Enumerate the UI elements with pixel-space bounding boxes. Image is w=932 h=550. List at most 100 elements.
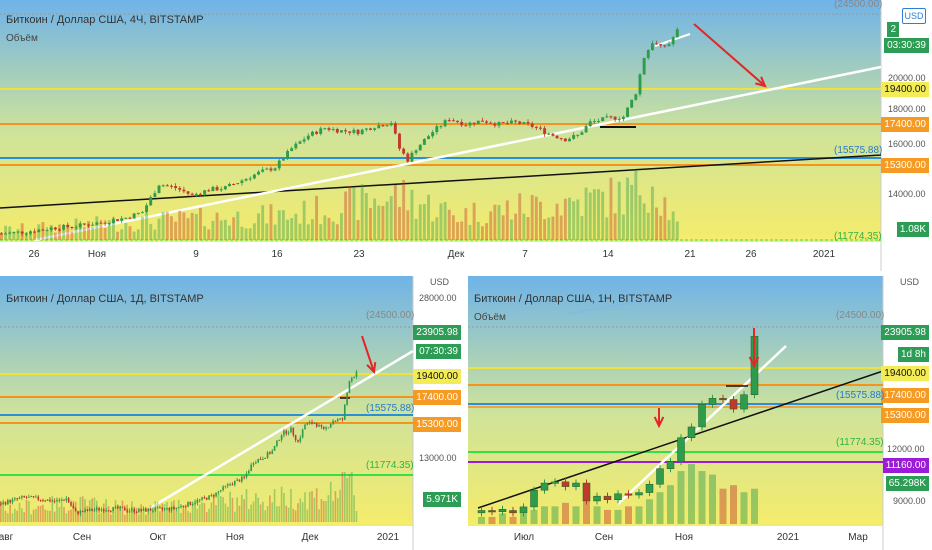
candle-body [124, 217, 128, 219]
chart-1d-title: Биткоин / Доллар США, 1Д, BITSTAMP [6, 293, 204, 305]
chart-4h-canvas[interactable] [0, 0, 932, 271]
volume-bar [111, 217, 115, 240]
volume-bar [257, 497, 260, 522]
candle-body [277, 160, 281, 169]
candle-body [215, 492, 217, 497]
level-label-15575: (15575.88) [834, 145, 883, 156]
candle-body [339, 418, 341, 420]
y-tick: 18000.00 [888, 104, 926, 114]
volume-bar [236, 211, 240, 240]
volume-bar [364, 193, 368, 240]
candle-body [70, 227, 74, 229]
chart-1w-title: Биткоин / Доллар США, 1Н, BITSTAMP [474, 293, 673, 305]
candle-body [332, 420, 334, 425]
chart-1d-canvas[interactable] [0, 276, 464, 550]
candle-body [519, 506, 528, 514]
candle-body [285, 430, 288, 434]
volume-bar [170, 216, 173, 240]
candle-body [322, 426, 325, 429]
x-tick: Ноя [674, 532, 694, 543]
candle-body [530, 489, 538, 508]
chart-1w[interactable]: Биткоин / Доллар США, 1Н, BITSTAMP Объём… [468, 276, 932, 550]
volume-bar [572, 506, 580, 524]
candle-body [543, 128, 547, 134]
volume-bar [443, 202, 447, 240]
candle-body [561, 481, 570, 487]
candle-body [269, 452, 271, 454]
volume-bar [163, 504, 166, 522]
volume-bar [613, 213, 617, 240]
volume-bar [157, 218, 161, 240]
candle-body [667, 44, 671, 47]
candle-body [126, 510, 128, 512]
volume-bar [120, 229, 124, 240]
volume-bar [2, 504, 4, 522]
candle-body [12, 231, 16, 233]
candle-body [4, 502, 7, 505]
volume-bar [730, 485, 737, 524]
candle-body [46, 499, 49, 501]
volume-bar [286, 219, 289, 240]
volume-bar [37, 506, 40, 522]
candle-body [182, 505, 185, 507]
volume-bar [21, 508, 23, 522]
candle-body [614, 493, 622, 500]
candle-body [271, 450, 274, 454]
volume-bar [290, 488, 292, 522]
volume-bar [147, 513, 150, 522]
volume-bar [156, 501, 159, 522]
volume-bar [77, 511, 79, 522]
volume-bar [70, 509, 72, 522]
x-tick: авг [0, 532, 14, 543]
volume-bar [280, 486, 283, 522]
volume-bar [509, 516, 517, 524]
volume-bar [107, 506, 110, 522]
volume-bar [259, 504, 262, 522]
chart-1d[interactable]: Биткоин / Доллар США, 1Д, BITSTAMP USD 2… [0, 276, 464, 550]
volume-bar [248, 228, 252, 240]
volume-bar [464, 208, 468, 240]
candle-body [4, 233, 8, 235]
candle-body [14, 498, 16, 500]
x-tick: 2021 [776, 532, 800, 543]
candle-body [292, 427, 295, 436]
volume-bar [271, 502, 274, 522]
candle-body [327, 427, 330, 429]
currency-label-1w: USD [900, 277, 920, 287]
volume-bar [81, 496, 84, 522]
volume-bar [634, 170, 638, 240]
candle-body [190, 193, 194, 195]
candle-body [650, 43, 654, 51]
candle-body [78, 223, 82, 228]
volume-bar [350, 472, 353, 522]
volume-bar [667, 485, 674, 524]
candle-body [356, 129, 360, 135]
candle-body [261, 169, 265, 172]
candle-body [456, 120, 459, 123]
candle-body [87, 224, 90, 226]
candle-body [539, 127, 542, 129]
candle-body [422, 139, 426, 145]
candle-body [114, 506, 117, 508]
candle-body [107, 510, 110, 512]
candle-body [572, 135, 576, 139]
candle-body [729, 399, 738, 410]
volume-bar [187, 510, 189, 522]
volume-bar [72, 501, 75, 522]
red-arrow-4h-head [755, 76, 767, 88]
candle-body [385, 125, 389, 127]
candle-body [377, 125, 381, 129]
candle-body [655, 43, 659, 45]
chart-4h[interactable]: Биткоин / Доллар США, 4Ч, BITSTAMP Объём… [0, 0, 932, 271]
volume-bar [526, 217, 530, 240]
chart-1w-canvas[interactable] [468, 276, 932, 550]
volume-bar [189, 512, 192, 522]
level-tag-15300: 15300.00 [881, 158, 929, 173]
volume-bar [327, 495, 330, 522]
currency-button[interactable]: USD [902, 8, 926, 24]
candle-body [555, 135, 559, 139]
candle-body [109, 510, 112, 512]
candle-body [63, 499, 65, 501]
candle-body [81, 510, 84, 512]
red-arrow-1d [361, 335, 375, 373]
